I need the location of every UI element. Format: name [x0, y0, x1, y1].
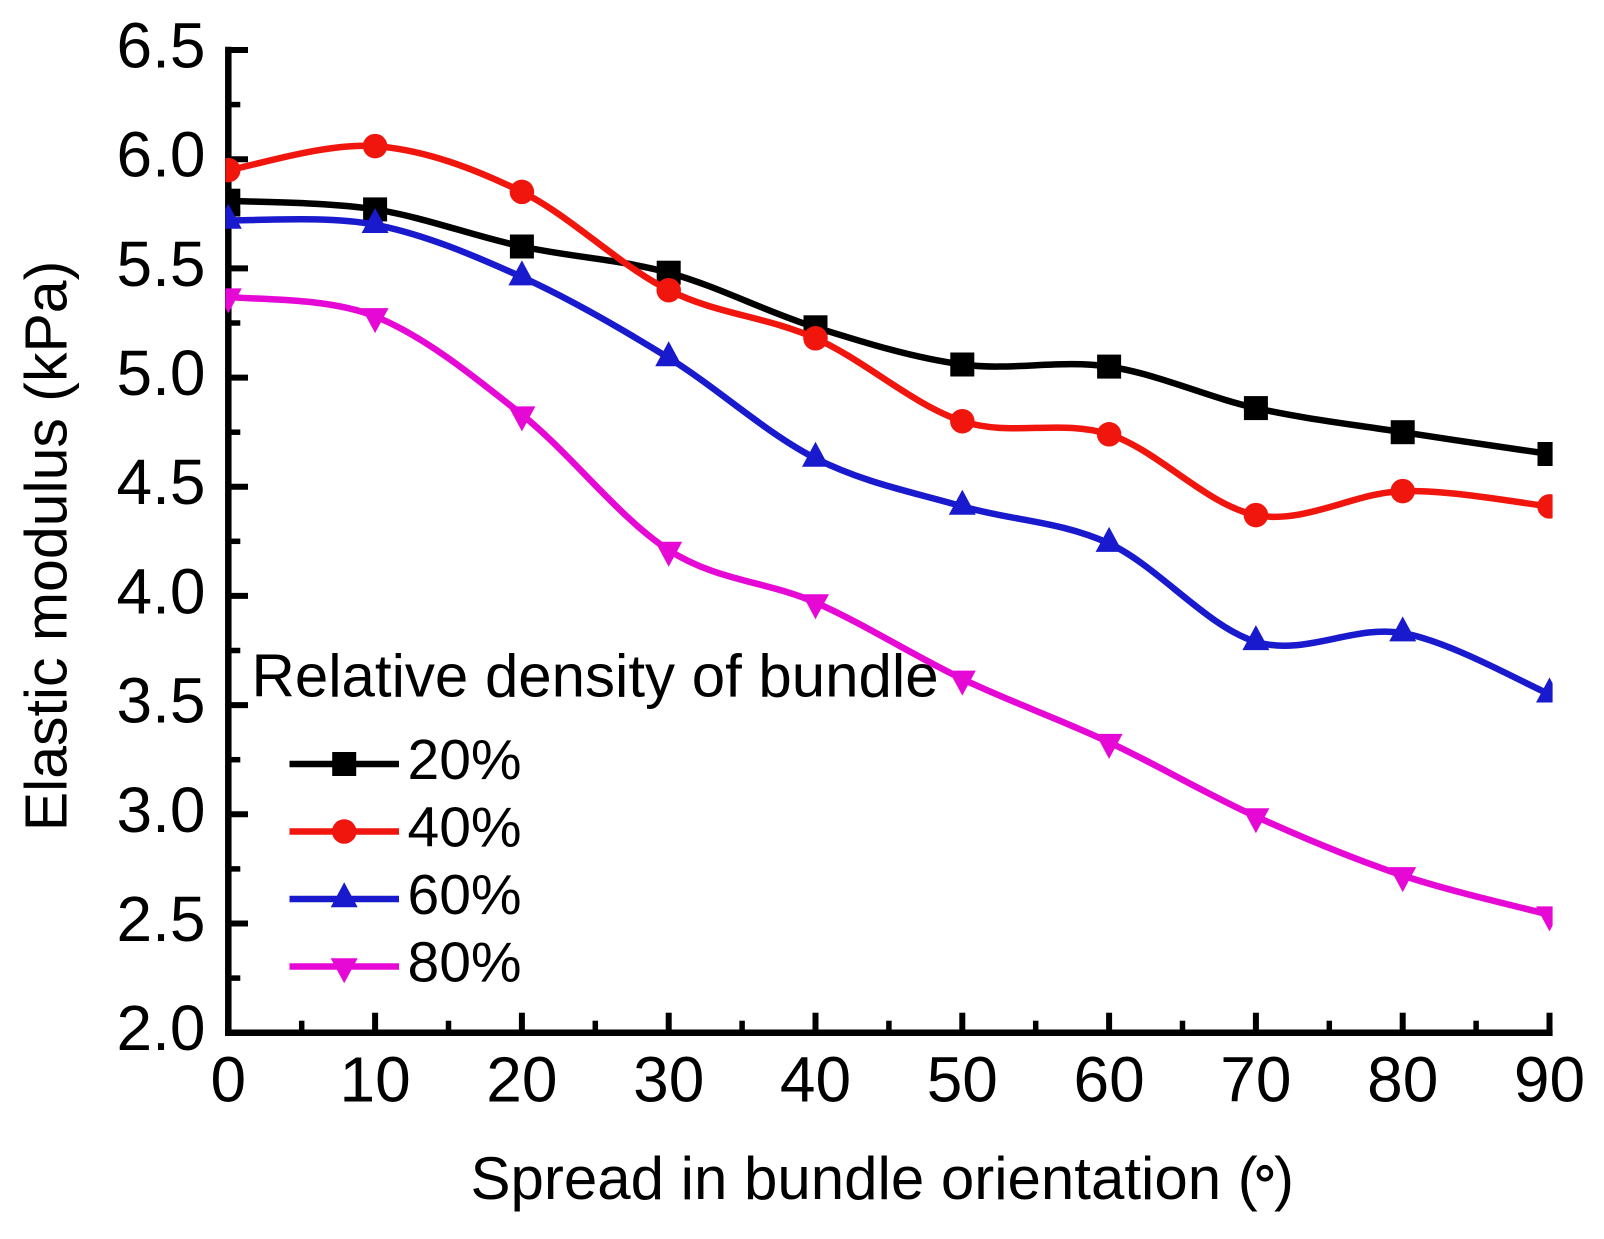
svg-text:60: 60	[1074, 1044, 1145, 1116]
svg-text:60%: 60%	[408, 863, 522, 927]
svg-text:4.0: 4.0	[117, 555, 206, 627]
svg-text:6.5: 6.5	[117, 10, 206, 82]
svg-text:40: 40	[780, 1044, 851, 1116]
svg-text:20: 20	[486, 1044, 557, 1116]
svg-text:2.5: 2.5	[117, 883, 206, 955]
svg-text:50: 50	[927, 1044, 998, 1116]
svg-text:40%: 40%	[408, 796, 522, 860]
svg-text:20%: 20%	[408, 728, 522, 792]
svg-text:2.0: 2.0	[117, 992, 206, 1064]
svg-text:90: 90	[1514, 1044, 1585, 1116]
svg-text:5.5: 5.5	[117, 228, 206, 300]
svg-text:3.0: 3.0	[117, 774, 206, 846]
svg-text:Elastic modulus (kPa): Elastic modulus (kPa)	[14, 261, 80, 832]
svg-text:Spread in bundle orientation (: Spread in bundle orientation (	[471, 1145, 1258, 1212]
svg-text:30: 30	[633, 1044, 704, 1116]
svg-text:5.0: 5.0	[117, 337, 206, 409]
svg-text:70: 70	[1220, 1044, 1291, 1116]
svg-text:Relative density of bundle: Relative density of bundle	[252, 643, 939, 710]
svg-text:4.5: 4.5	[117, 446, 206, 518]
svg-text:0: 0	[211, 1044, 247, 1116]
svg-text:3.5: 3.5	[117, 665, 206, 737]
svg-text:80%: 80%	[408, 931, 522, 995]
svg-text:): )	[1274, 1145, 1294, 1212]
svg-text:10: 10	[340, 1044, 411, 1116]
svg-text:6.0: 6.0	[117, 119, 206, 191]
svg-text:80: 80	[1367, 1044, 1438, 1116]
